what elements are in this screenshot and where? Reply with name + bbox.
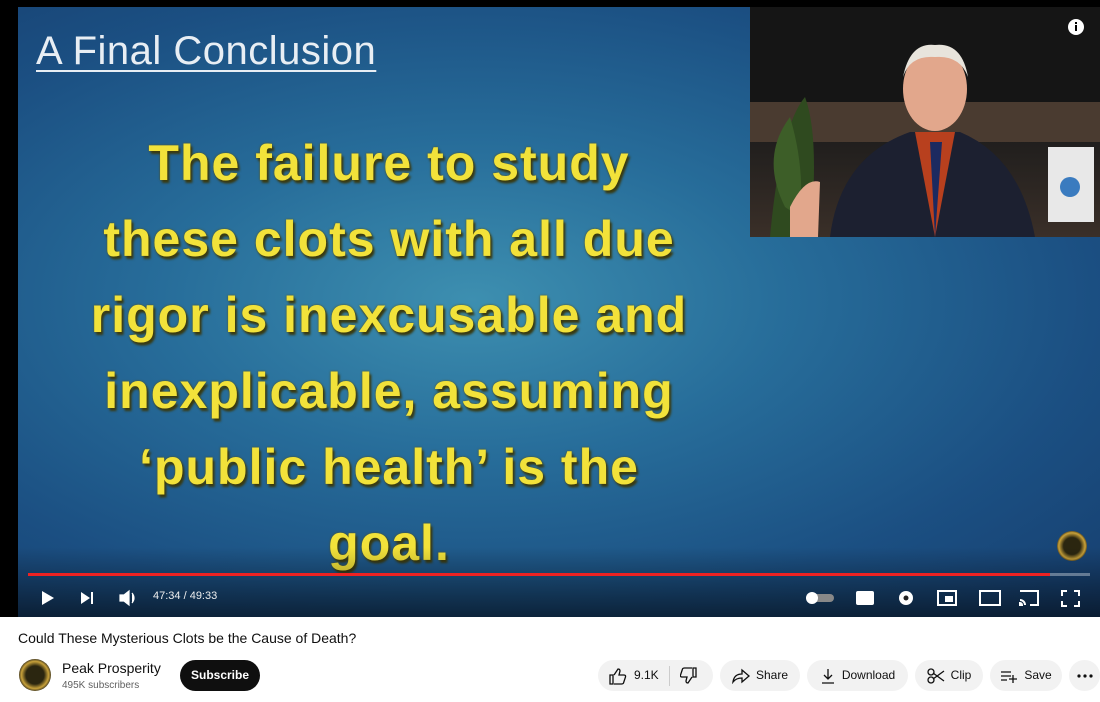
- left-border: [0, 0, 18, 617]
- share-button[interactable]: Share: [720, 660, 800, 691]
- cast-button[interactable]: [1019, 590, 1039, 606]
- time-display: 47:34 / 49:33: [153, 590, 218, 602]
- video-player[interactable]: A Final Conclusion The failure to study t…: [18, 7, 1100, 617]
- controls: [42, 589, 1080, 607]
- save-icon: [1001, 670, 1018, 683]
- subscriber-count: 495K subscribers: [62, 680, 140, 691]
- fullscreen-button[interactable]: [1061, 590, 1080, 607]
- volume-button[interactable]: [119, 589, 135, 607]
- webcam-image: [750, 7, 1100, 237]
- download-button[interactable]: Download: [807, 660, 908, 691]
- slide-text: The failure to study these clots with all…: [18, 125, 760, 581]
- dislike-icon[interactable]: [679, 666, 698, 685]
- slide-heading: A Final Conclusion: [36, 29, 377, 73]
- share-label: Share: [755, 668, 789, 682]
- save-label: Save: [1024, 668, 1052, 682]
- channel-avatar[interactable]: [19, 659, 51, 691]
- clip-icon: [927, 667, 945, 684]
- more-icon: [1076, 673, 1093, 678]
- like-dislike[interactable]: 9.1K: [598, 660, 713, 691]
- like-icon: [609, 667, 627, 685]
- download-label: Download: [841, 668, 896, 682]
- top-border: [0, 0, 1100, 7]
- theater-button[interactable]: [979, 590, 1001, 606]
- share-icon: [732, 668, 750, 684]
- info-icon[interactable]: [1066, 17, 1086, 37]
- save-button[interactable]: Save: [990, 660, 1062, 691]
- slide-line: inexplicable, assuming: [104, 363, 674, 419]
- video-title: Could These Mysterious Clots be the Caus…: [18, 630, 357, 646]
- more-button[interactable]: [1069, 660, 1100, 691]
- slide-line: ‘public health’ is the: [139, 439, 639, 495]
- slide-line: these clots with all due: [103, 211, 675, 267]
- progress-played: [28, 573, 1050, 576]
- clip-button[interactable]: Clip: [915, 660, 983, 691]
- like-count: 9.1K: [634, 668, 659, 682]
- divider: [668, 665, 670, 686]
- slide-line: The failure to study: [148, 135, 630, 191]
- clip-label: Clip: [950, 668, 972, 682]
- channel-name[interactable]: Peak Prosperity: [62, 660, 161, 676]
- download-icon: [821, 668, 834, 684]
- play-button[interactable]: [42, 591, 54, 605]
- controls-gradient: [18, 547, 1100, 617]
- captions-button[interactable]: [856, 591, 874, 605]
- miniplayer-button[interactable]: [937, 590, 957, 606]
- webcam-inset: [750, 7, 1100, 237]
- next-button[interactable]: [81, 592, 93, 604]
- slide-line: rigor is inexcusable and: [90, 287, 688, 343]
- subscribe-button[interactable]: Subscribe: [180, 660, 260, 691]
